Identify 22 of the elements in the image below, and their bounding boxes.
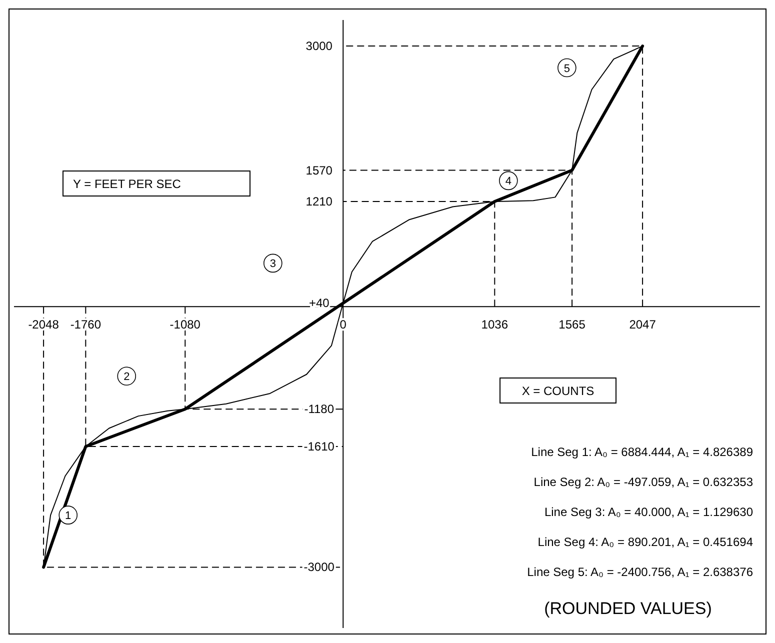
x-tick-label: 1036: [481, 318, 508, 332]
x-tick-label: -1080: [170, 318, 201, 332]
y-tick-label: 3000: [306, 39, 333, 54]
x-tick-label: -2048: [28, 318, 60, 332]
annotation: 5: [564, 62, 570, 75]
y-tick-label: 1210: [306, 194, 333, 209]
annotation: Line Seg 5: A₀ = -2400.756, A₁ = 2.638376: [527, 565, 754, 579]
annotation: 2: [124, 371, 130, 384]
annotation: 4: [505, 176, 512, 188]
annotation: Line Seg 2: A₀ = -497.059, A₁ = 0.632353: [534, 475, 754, 489]
x-tick-label: 1565: [558, 318, 586, 332]
x-tick-label: 2047: [629, 318, 656, 332]
annotation: 3: [270, 258, 276, 270]
annotation: (ROUNDED VALUES): [544, 599, 712, 618]
annotation: Line Seg 4: A₀ = 890.201, A₁ = 0.451694: [538, 535, 754, 549]
annotation: 1: [65, 510, 72, 522]
x-axis-title: X = COUNTS: [522, 384, 594, 398]
annotation: Line Seg 1: A₀ = 6884.444, A₁ = 4.826389: [531, 445, 754, 459]
y-axis-title: Y = FEET PER SEC: [73, 177, 182, 191]
x-tick-label: -1760: [70, 318, 102, 332]
y-tick-label: 1570: [306, 163, 333, 178]
annotation: Line Seg 3: A₀ = 40.000, A₁ = 1.129630: [544, 505, 754, 519]
